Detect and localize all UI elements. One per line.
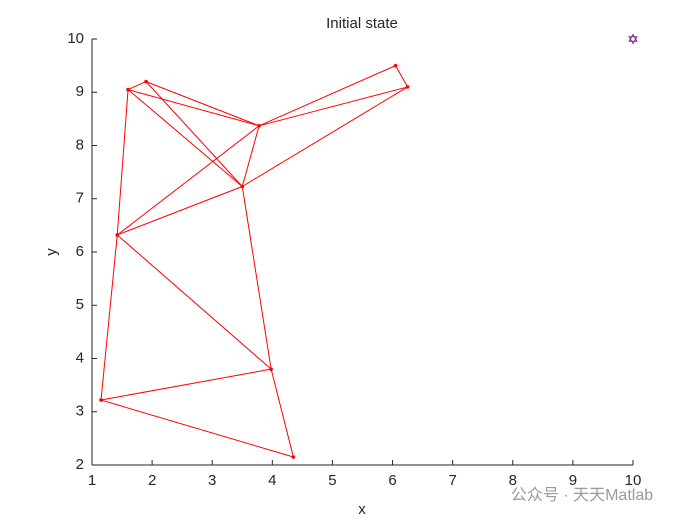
edge: [241, 125, 260, 187]
node: [269, 367, 273, 371]
edge: [242, 86, 408, 187]
edge: [270, 369, 294, 458]
y-tick-label: 10: [67, 30, 84, 47]
y-tick-label: 8: [76, 136, 84, 153]
x-tick-label: 5: [328, 472, 336, 489]
y-tick-label: 9: [76, 83, 84, 100]
x-tick-label: 2: [148, 472, 156, 489]
x-tick-label: 8: [509, 472, 517, 489]
x-tick-label: 1: [88, 472, 96, 489]
edge: [395, 65, 409, 88]
x-tick-label: 7: [448, 472, 456, 489]
edge: [127, 81, 147, 91]
node: [257, 123, 261, 128]
node: [126, 87, 130, 92]
node: [405, 85, 410, 89]
edge: [100, 368, 272, 401]
x-tick-label: 3: [208, 472, 216, 489]
edge: [100, 234, 118, 401]
node: [99, 398, 103, 402]
chart-title: Initial state: [326, 15, 398, 32]
y-tick-label: 4: [76, 349, 84, 366]
y-tick-label: 3: [76, 403, 84, 420]
edge: [116, 89, 129, 235]
edge: [116, 234, 272, 370]
node: [115, 233, 120, 237]
x-tick-label: 6: [388, 472, 396, 489]
watermark: 公众号 · 天天Matlab: [511, 486, 653, 504]
edge: [127, 89, 243, 187]
target-marker: [628, 33, 638, 42]
edge: [258, 65, 396, 127]
y-tick-label: 2: [76, 456, 84, 473]
node: [393, 63, 398, 68]
edge: [116, 125, 260, 236]
edge: [117, 186, 243, 236]
node: [144, 79, 148, 84]
x-tick-label: 10: [625, 472, 642, 489]
y-axis-label: y: [43, 248, 60, 256]
edge: [145, 81, 243, 187]
y-tick-label: 5: [76, 296, 84, 313]
node: [240, 184, 245, 189]
y-tick-label: 6: [76, 243, 84, 260]
x-axis-label: x: [358, 501, 366, 518]
y-tick-label: 7: [76, 190, 84, 207]
edge: [241, 186, 272, 370]
edge: [145, 81, 260, 127]
edge: [258, 86, 408, 127]
target-marker: [628, 36, 638, 45]
x-tick-label: 9: [569, 472, 577, 489]
edge: [127, 89, 260, 127]
node: [291, 455, 296, 459]
edge: [100, 399, 294, 458]
x-tick-label: 4: [268, 472, 276, 489]
